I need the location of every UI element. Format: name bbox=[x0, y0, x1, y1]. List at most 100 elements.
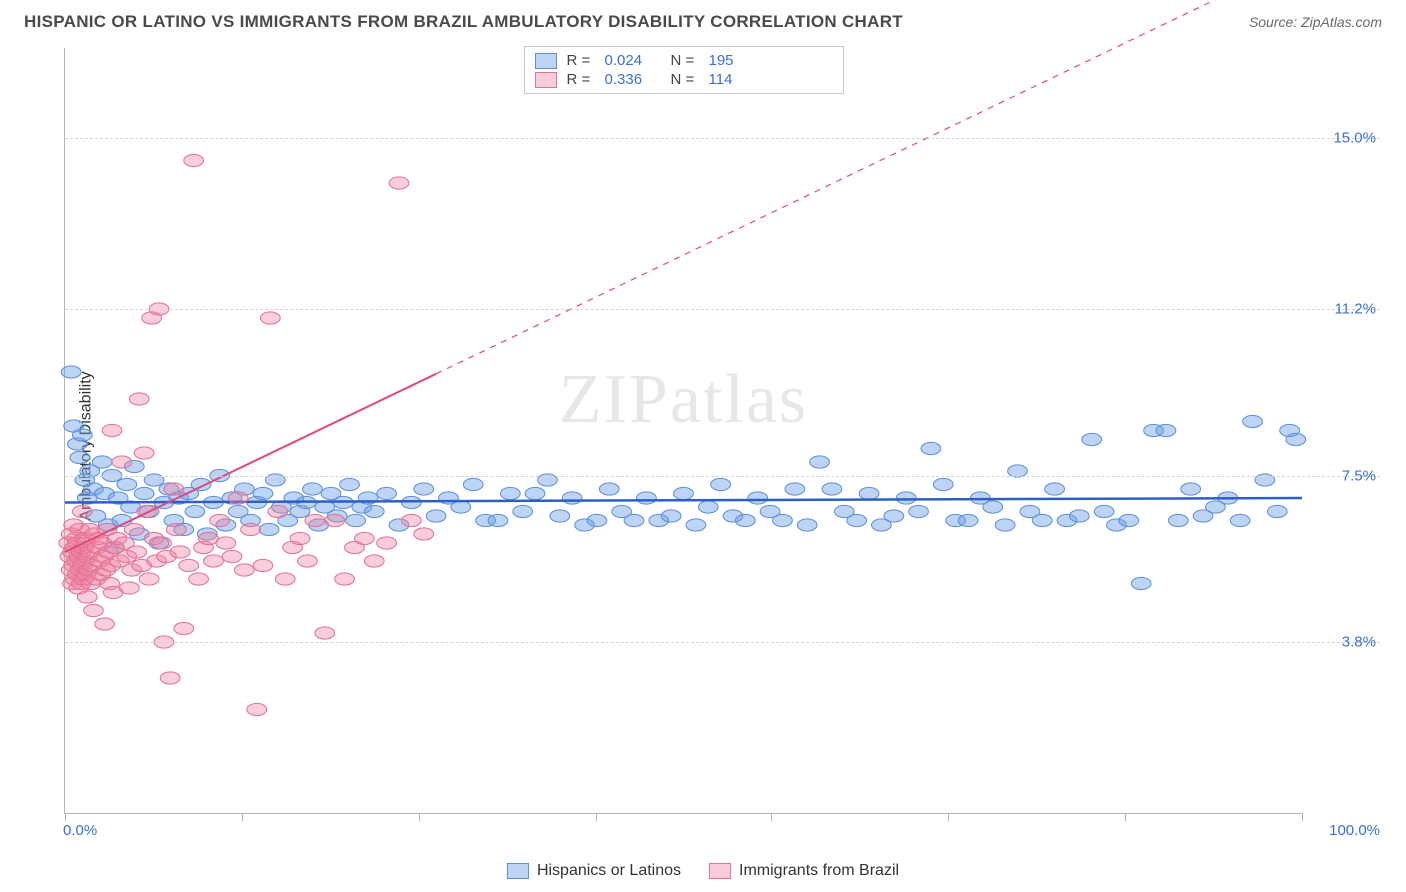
data-point bbox=[61, 366, 81, 378]
data-point bbox=[377, 537, 397, 549]
x-tick bbox=[596, 813, 597, 821]
data-point bbox=[102, 424, 122, 436]
series-legend: Hispanics or Latinos Immigrants from Braz… bbox=[507, 862, 899, 880]
data-point bbox=[698, 501, 718, 513]
data-point bbox=[166, 523, 186, 535]
data-point bbox=[463, 478, 483, 490]
data-point bbox=[364, 505, 384, 517]
data-point bbox=[995, 519, 1015, 531]
data-point bbox=[414, 528, 434, 540]
stats-legend-row: R =0.024N =195 bbox=[535, 51, 833, 70]
data-point bbox=[134, 487, 154, 499]
data-point bbox=[335, 573, 355, 585]
data-point bbox=[389, 177, 409, 189]
legend-item: Immigrants from Brazil bbox=[709, 862, 899, 880]
data-point bbox=[426, 510, 446, 522]
x-tick bbox=[419, 813, 420, 821]
data-point bbox=[228, 492, 248, 504]
data-point bbox=[735, 514, 755, 526]
data-point bbox=[275, 573, 295, 585]
data-point bbox=[550, 510, 570, 522]
data-point bbox=[488, 514, 508, 526]
data-point bbox=[179, 559, 199, 571]
source-attribution: Source: ZipAtlas.com bbox=[1249, 14, 1382, 30]
data-point bbox=[174, 622, 194, 634]
data-point bbox=[1119, 514, 1139, 526]
data-point bbox=[72, 505, 92, 517]
data-point bbox=[204, 555, 224, 567]
legend-swatch bbox=[535, 53, 557, 69]
data-point bbox=[152, 537, 172, 549]
data-point bbox=[1243, 415, 1263, 427]
data-point bbox=[184, 154, 204, 166]
data-point bbox=[1267, 505, 1287, 517]
data-point bbox=[711, 478, 731, 490]
data-point bbox=[859, 487, 879, 499]
x-max-label: 100.0% bbox=[1329, 822, 1380, 839]
chart-container: Ambulatory Disability ZIPatlas R =0.024N… bbox=[50, 48, 1382, 844]
data-point bbox=[1131, 577, 1151, 589]
data-point bbox=[451, 501, 471, 513]
data-point bbox=[124, 523, 144, 535]
data-point bbox=[84, 604, 104, 616]
data-point bbox=[909, 505, 929, 517]
data-point bbox=[364, 555, 384, 567]
data-point bbox=[1181, 483, 1201, 495]
data-point bbox=[268, 505, 288, 517]
data-point bbox=[298, 555, 318, 567]
data-point bbox=[810, 456, 830, 468]
x-tick bbox=[1302, 813, 1303, 821]
data-point bbox=[189, 573, 209, 585]
data-point bbox=[500, 487, 520, 499]
data-point bbox=[241, 523, 261, 535]
legend-label: Hispanics or Latinos bbox=[537, 862, 681, 880]
data-point bbox=[129, 393, 149, 405]
data-point bbox=[315, 627, 335, 639]
data-point bbox=[983, 501, 1003, 513]
data-point bbox=[234, 564, 254, 576]
stats-legend-row: R =0.336N =114 bbox=[535, 70, 833, 89]
stats-legend: R =0.024N =195R =0.336N =114 bbox=[524, 46, 844, 94]
y-tick-label: 3.8% bbox=[1342, 634, 1376, 651]
data-point bbox=[191, 478, 211, 490]
x-tick bbox=[65, 813, 66, 821]
stat-r-label: R = bbox=[567, 71, 595, 88]
data-point bbox=[686, 519, 706, 531]
data-point bbox=[70, 451, 90, 463]
data-point bbox=[134, 447, 154, 459]
data-point bbox=[354, 532, 374, 544]
data-point bbox=[325, 514, 345, 526]
gridline bbox=[65, 642, 1380, 643]
data-point bbox=[513, 505, 533, 517]
data-point bbox=[253, 559, 273, 571]
data-point bbox=[247, 703, 267, 715]
data-point bbox=[259, 523, 279, 535]
data-point bbox=[525, 487, 545, 499]
data-point bbox=[1168, 514, 1188, 526]
y-tick-label: 15.0% bbox=[1333, 130, 1376, 147]
data-point bbox=[562, 492, 582, 504]
data-point bbox=[661, 510, 681, 522]
legend-swatch bbox=[709, 863, 731, 879]
legend-swatch bbox=[507, 863, 529, 879]
data-point bbox=[72, 429, 92, 441]
data-point bbox=[822, 483, 842, 495]
stat-r-label: R = bbox=[567, 52, 595, 69]
scatter-svg bbox=[65, 48, 1302, 813]
stat-r-value: 0.024 bbox=[605, 52, 661, 69]
stat-r-value: 0.336 bbox=[605, 71, 661, 88]
data-point bbox=[253, 487, 273, 499]
gridline bbox=[65, 309, 1380, 310]
data-point bbox=[587, 514, 607, 526]
data-point bbox=[340, 478, 360, 490]
stat-n-value: 195 bbox=[709, 52, 765, 69]
data-point bbox=[216, 537, 236, 549]
data-point bbox=[785, 483, 805, 495]
plot-area: ZIPatlas R =0.024N =195R =0.336N =114 3.… bbox=[64, 48, 1302, 814]
data-point bbox=[127, 546, 147, 558]
data-point bbox=[260, 312, 280, 324]
data-point bbox=[346, 514, 366, 526]
data-point bbox=[305, 514, 325, 526]
x-tick bbox=[242, 813, 243, 821]
stat-n-label: N = bbox=[671, 71, 699, 88]
